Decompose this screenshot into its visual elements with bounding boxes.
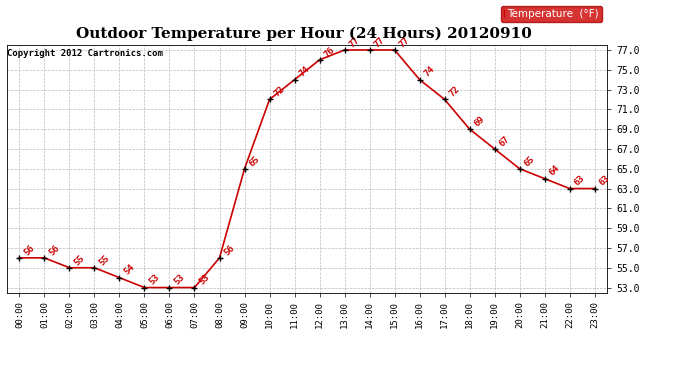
- Text: 72: 72: [447, 85, 462, 99]
- Text: 55: 55: [97, 253, 111, 267]
- Text: 74: 74: [422, 65, 436, 79]
- Text: 56: 56: [47, 243, 61, 257]
- Text: 53: 53: [147, 273, 161, 287]
- Text: 54: 54: [122, 263, 136, 277]
- Text: 65: 65: [247, 154, 262, 168]
- Legend: Temperature  (°F): Temperature (°F): [501, 6, 602, 22]
- Text: 64: 64: [547, 164, 562, 178]
- Text: 77: 77: [347, 35, 362, 49]
- Text: 53: 53: [172, 273, 186, 287]
- Text: 77: 77: [397, 35, 411, 49]
- Text: Copyright 2012 Cartronics.com: Copyright 2012 Cartronics.com: [7, 49, 163, 58]
- Text: 63: 63: [598, 174, 611, 188]
- Text: 56: 56: [22, 243, 36, 257]
- Text: Outdoor Temperature per Hour (24 Hours) 20120910: Outdoor Temperature per Hour (24 Hours) …: [76, 26, 531, 40]
- Text: 53: 53: [197, 273, 211, 287]
- Text: 55: 55: [72, 253, 86, 267]
- Text: 77: 77: [373, 35, 386, 49]
- Text: 74: 74: [297, 65, 311, 79]
- Text: 72: 72: [273, 85, 286, 99]
- Text: 63: 63: [573, 174, 586, 188]
- Text: 69: 69: [473, 114, 486, 128]
- Text: 65: 65: [522, 154, 536, 168]
- Text: 67: 67: [497, 134, 511, 148]
- Text: 56: 56: [222, 243, 236, 257]
- Text: 76: 76: [322, 45, 336, 59]
